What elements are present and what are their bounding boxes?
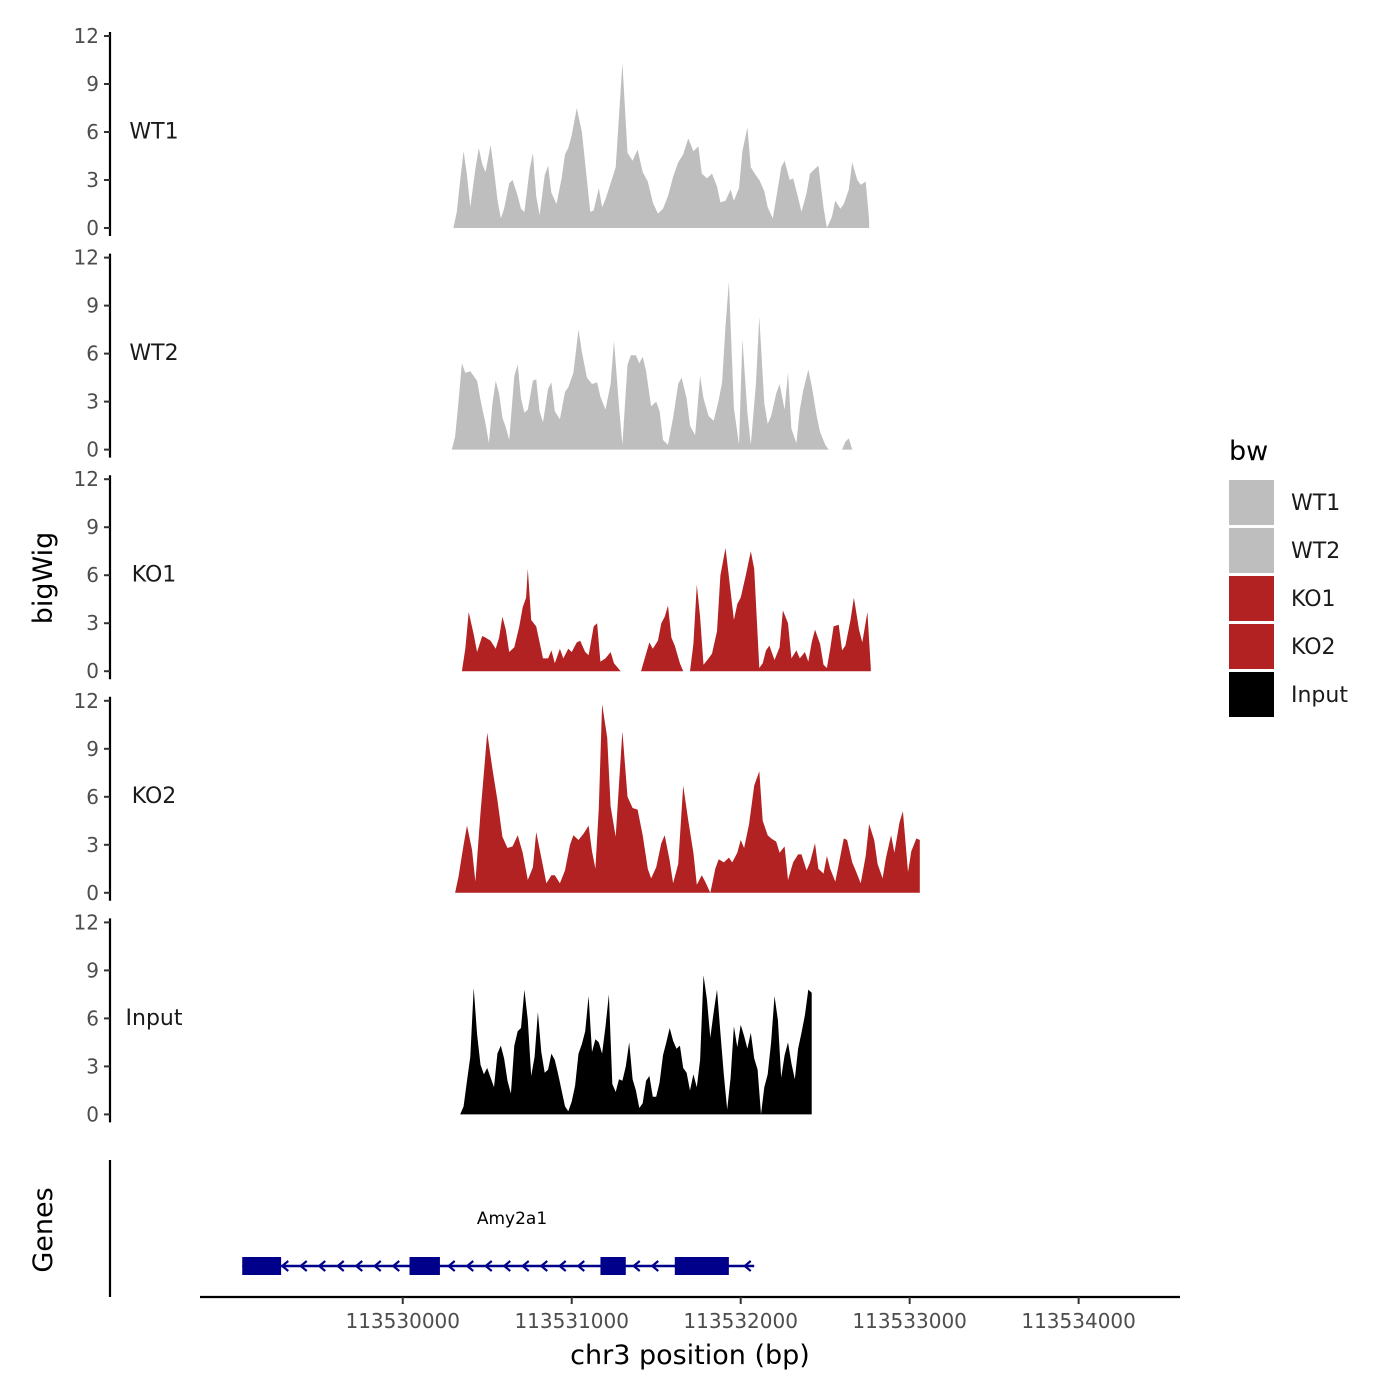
exon-block	[674, 1257, 729, 1275]
strand-arrow-icon	[743, 1260, 752, 1272]
strand-arrow-icon	[447, 1260, 456, 1272]
coverage-area-wt2	[451, 281, 829, 450]
track-ko2: 0 3 6 9 12 KO2	[74, 689, 920, 905]
legend-label: WT2	[1291, 539, 1340, 564]
y-tick-label: 3	[86, 833, 99, 857]
legend-entry-wt2: WT2	[1229, 528, 1340, 573]
y-tick-label: 12	[74, 246, 99, 270]
coverage-area-ko2	[455, 704, 920, 893]
y-tick-label: 12	[74, 910, 99, 934]
strand-arrow-icon	[484, 1260, 493, 1272]
x-tick-label: 113533000	[852, 1309, 967, 1333]
coverage-area-ko1	[461, 568, 621, 672]
strand-arrow-icon	[465, 1260, 474, 1272]
gene-model: Amy2a1	[242, 1209, 755, 1275]
y-tick-label: 0	[86, 216, 99, 240]
track-label: KO1	[132, 563, 177, 588]
y-tick-label: 9	[86, 737, 99, 761]
coverage-area-ko1	[690, 548, 871, 672]
legend-label: WT1	[1291, 491, 1340, 516]
legend-swatch	[1229, 624, 1274, 669]
x-axis-title: chr3 position (bp)	[570, 1340, 810, 1371]
bigwig-tracks: 0 3 6 9 12 WT1 0 3 6 9 12 WT2 0 3 6 9 12 KO1 0 3 6 9 12 KO2 0 3 6 9…	[74, 24, 920, 1126]
track-label: KO2	[132, 784, 177, 809]
legend-entry-ko2: KO2	[1229, 624, 1336, 669]
y-tick-label: 0	[86, 438, 99, 462]
legend-swatch	[1229, 528, 1274, 573]
track-label: Input	[126, 1006, 183, 1031]
legend-entry-ko1: KO1	[1229, 576, 1336, 621]
strand-arrow-icon	[299, 1260, 308, 1272]
coverage-area-ko1	[641, 605, 684, 672]
x-tick-label: 113532000	[683, 1309, 798, 1333]
coverage-area-wt2	[842, 438, 853, 450]
y-tick-label: 3	[86, 390, 99, 414]
track-input: 0 3 6 9 12 Input	[74, 910, 812, 1126]
track-wt2: 0 3 6 9 12 WT2	[74, 246, 853, 462]
track-wt1: 0 3 6 9 12 WT1	[74, 24, 870, 240]
y-tick-label: 6	[86, 120, 99, 144]
strand-arrow-icon	[336, 1260, 345, 1272]
x-axis: 113530000 113531000 113532000 113533000 1135…	[200, 1295, 1180, 1333]
strand-arrow-icon	[502, 1260, 511, 1272]
strand-arrow-icon	[650, 1260, 659, 1272]
y-tick-label: 6	[86, 342, 99, 366]
legend-entry-input: Input	[1229, 672, 1348, 717]
y-tick-label: 3	[86, 168, 99, 192]
strand-arrow-icon	[373, 1260, 382, 1272]
y-tick-label: 12	[74, 467, 99, 491]
gene-name-label: Amy2a1	[477, 1209, 547, 1229]
y-tick-label: 9	[86, 72, 99, 96]
y-tick-label: 9	[86, 958, 99, 982]
y-tick-label: 0	[86, 1102, 99, 1126]
strand-arrow-icon	[558, 1260, 567, 1272]
y-tick-label: 3	[86, 611, 99, 635]
y-tick-label: 9	[86, 294, 99, 318]
y-tick-label: 12	[74, 24, 99, 48]
legend-label: Input	[1291, 683, 1348, 708]
gene-track-title: Genes	[28, 1187, 59, 1272]
strand-arrow-icon	[632, 1260, 641, 1272]
y-tick-label: 9	[86, 515, 99, 539]
y-tick-label: 6	[86, 1006, 99, 1030]
x-tick-label: 113534000	[1021, 1309, 1136, 1333]
exon-block	[409, 1257, 440, 1275]
legend-entry-wt1: WT1	[1229, 480, 1340, 525]
strand-arrow-icon	[539, 1260, 548, 1272]
coverage-area-input	[460, 975, 812, 1115]
y-tick-label: 3	[86, 1054, 99, 1078]
y-axis-title: bigWig	[28, 532, 59, 625]
strand-arrow-icon	[391, 1260, 400, 1272]
strand-arrow-icon	[354, 1260, 363, 1272]
legend: bw WT1 WT2 KO1 KO2 Input	[1229, 436, 1348, 717]
x-tick-label: 113531000	[514, 1309, 629, 1333]
track-label: WT2	[129, 341, 178, 366]
y-tick-label: 6	[86, 563, 99, 587]
x-tick-label: 113530000	[345, 1309, 460, 1333]
legend-title: bw	[1229, 436, 1268, 467]
track-ko1: 0 3 6 9 12 KO1	[74, 467, 871, 683]
strand-arrow-icon	[521, 1260, 530, 1272]
strand-arrow-icon	[576, 1260, 585, 1272]
y-tick-label: 0	[86, 881, 99, 905]
coverage-area-wt1	[453, 63, 870, 229]
gene-track: Amy2a1	[108, 1160, 755, 1297]
strand-arrow-icon	[280, 1260, 289, 1272]
legend-swatch	[1229, 672, 1274, 717]
track-label: WT1	[129, 119, 178, 144]
exon-block	[242, 1257, 282, 1275]
y-tick-label: 0	[86, 659, 99, 683]
legend-label: KO1	[1291, 587, 1336, 612]
y-tick-label: 6	[86, 785, 99, 809]
legend-swatch	[1229, 480, 1274, 525]
legend-label: KO2	[1291, 635, 1336, 660]
y-tick-label: 12	[74, 689, 99, 713]
legend-swatch	[1229, 576, 1274, 621]
exon-block	[600, 1257, 626, 1275]
strand-arrow-icon	[317, 1260, 326, 1272]
